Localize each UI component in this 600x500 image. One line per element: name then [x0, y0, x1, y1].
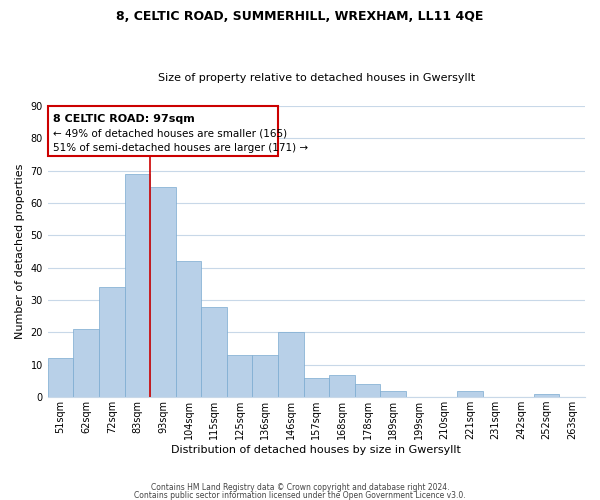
Bar	[253, 355, 278, 397]
Bar	[48, 358, 73, 397]
Bar	[73, 329, 99, 397]
Y-axis label: Number of detached properties: Number of detached properties	[15, 164, 25, 340]
Bar	[380, 390, 406, 397]
Text: 51% of semi-detached houses are larger (171) →: 51% of semi-detached houses are larger (…	[53, 143, 308, 153]
Bar	[125, 174, 150, 397]
FancyBboxPatch shape	[48, 106, 278, 156]
Bar	[329, 374, 355, 397]
Bar	[534, 394, 559, 397]
Bar	[355, 384, 380, 397]
Text: ← 49% of detached houses are smaller (165): ← 49% of detached houses are smaller (16…	[53, 128, 287, 138]
Bar	[150, 187, 176, 397]
Bar	[176, 262, 201, 397]
Text: 8, CELTIC ROAD, SUMMERHILL, WREXHAM, LL11 4QE: 8, CELTIC ROAD, SUMMERHILL, WREXHAM, LL1…	[116, 10, 484, 23]
Bar	[304, 378, 329, 397]
Title: Size of property relative to detached houses in Gwersyllt: Size of property relative to detached ho…	[158, 73, 475, 83]
Bar	[278, 332, 304, 397]
Bar	[457, 390, 482, 397]
Text: Contains HM Land Registry data © Crown copyright and database right 2024.: Contains HM Land Registry data © Crown c…	[151, 484, 449, 492]
X-axis label: Distribution of detached houses by size in Gwersyllt: Distribution of detached houses by size …	[172, 445, 461, 455]
Bar	[99, 287, 125, 397]
Text: Contains public sector information licensed under the Open Government Licence v3: Contains public sector information licen…	[134, 490, 466, 500]
Bar	[227, 355, 253, 397]
Text: 8 CELTIC ROAD: 97sqm: 8 CELTIC ROAD: 97sqm	[53, 114, 194, 124]
Bar	[201, 306, 227, 397]
